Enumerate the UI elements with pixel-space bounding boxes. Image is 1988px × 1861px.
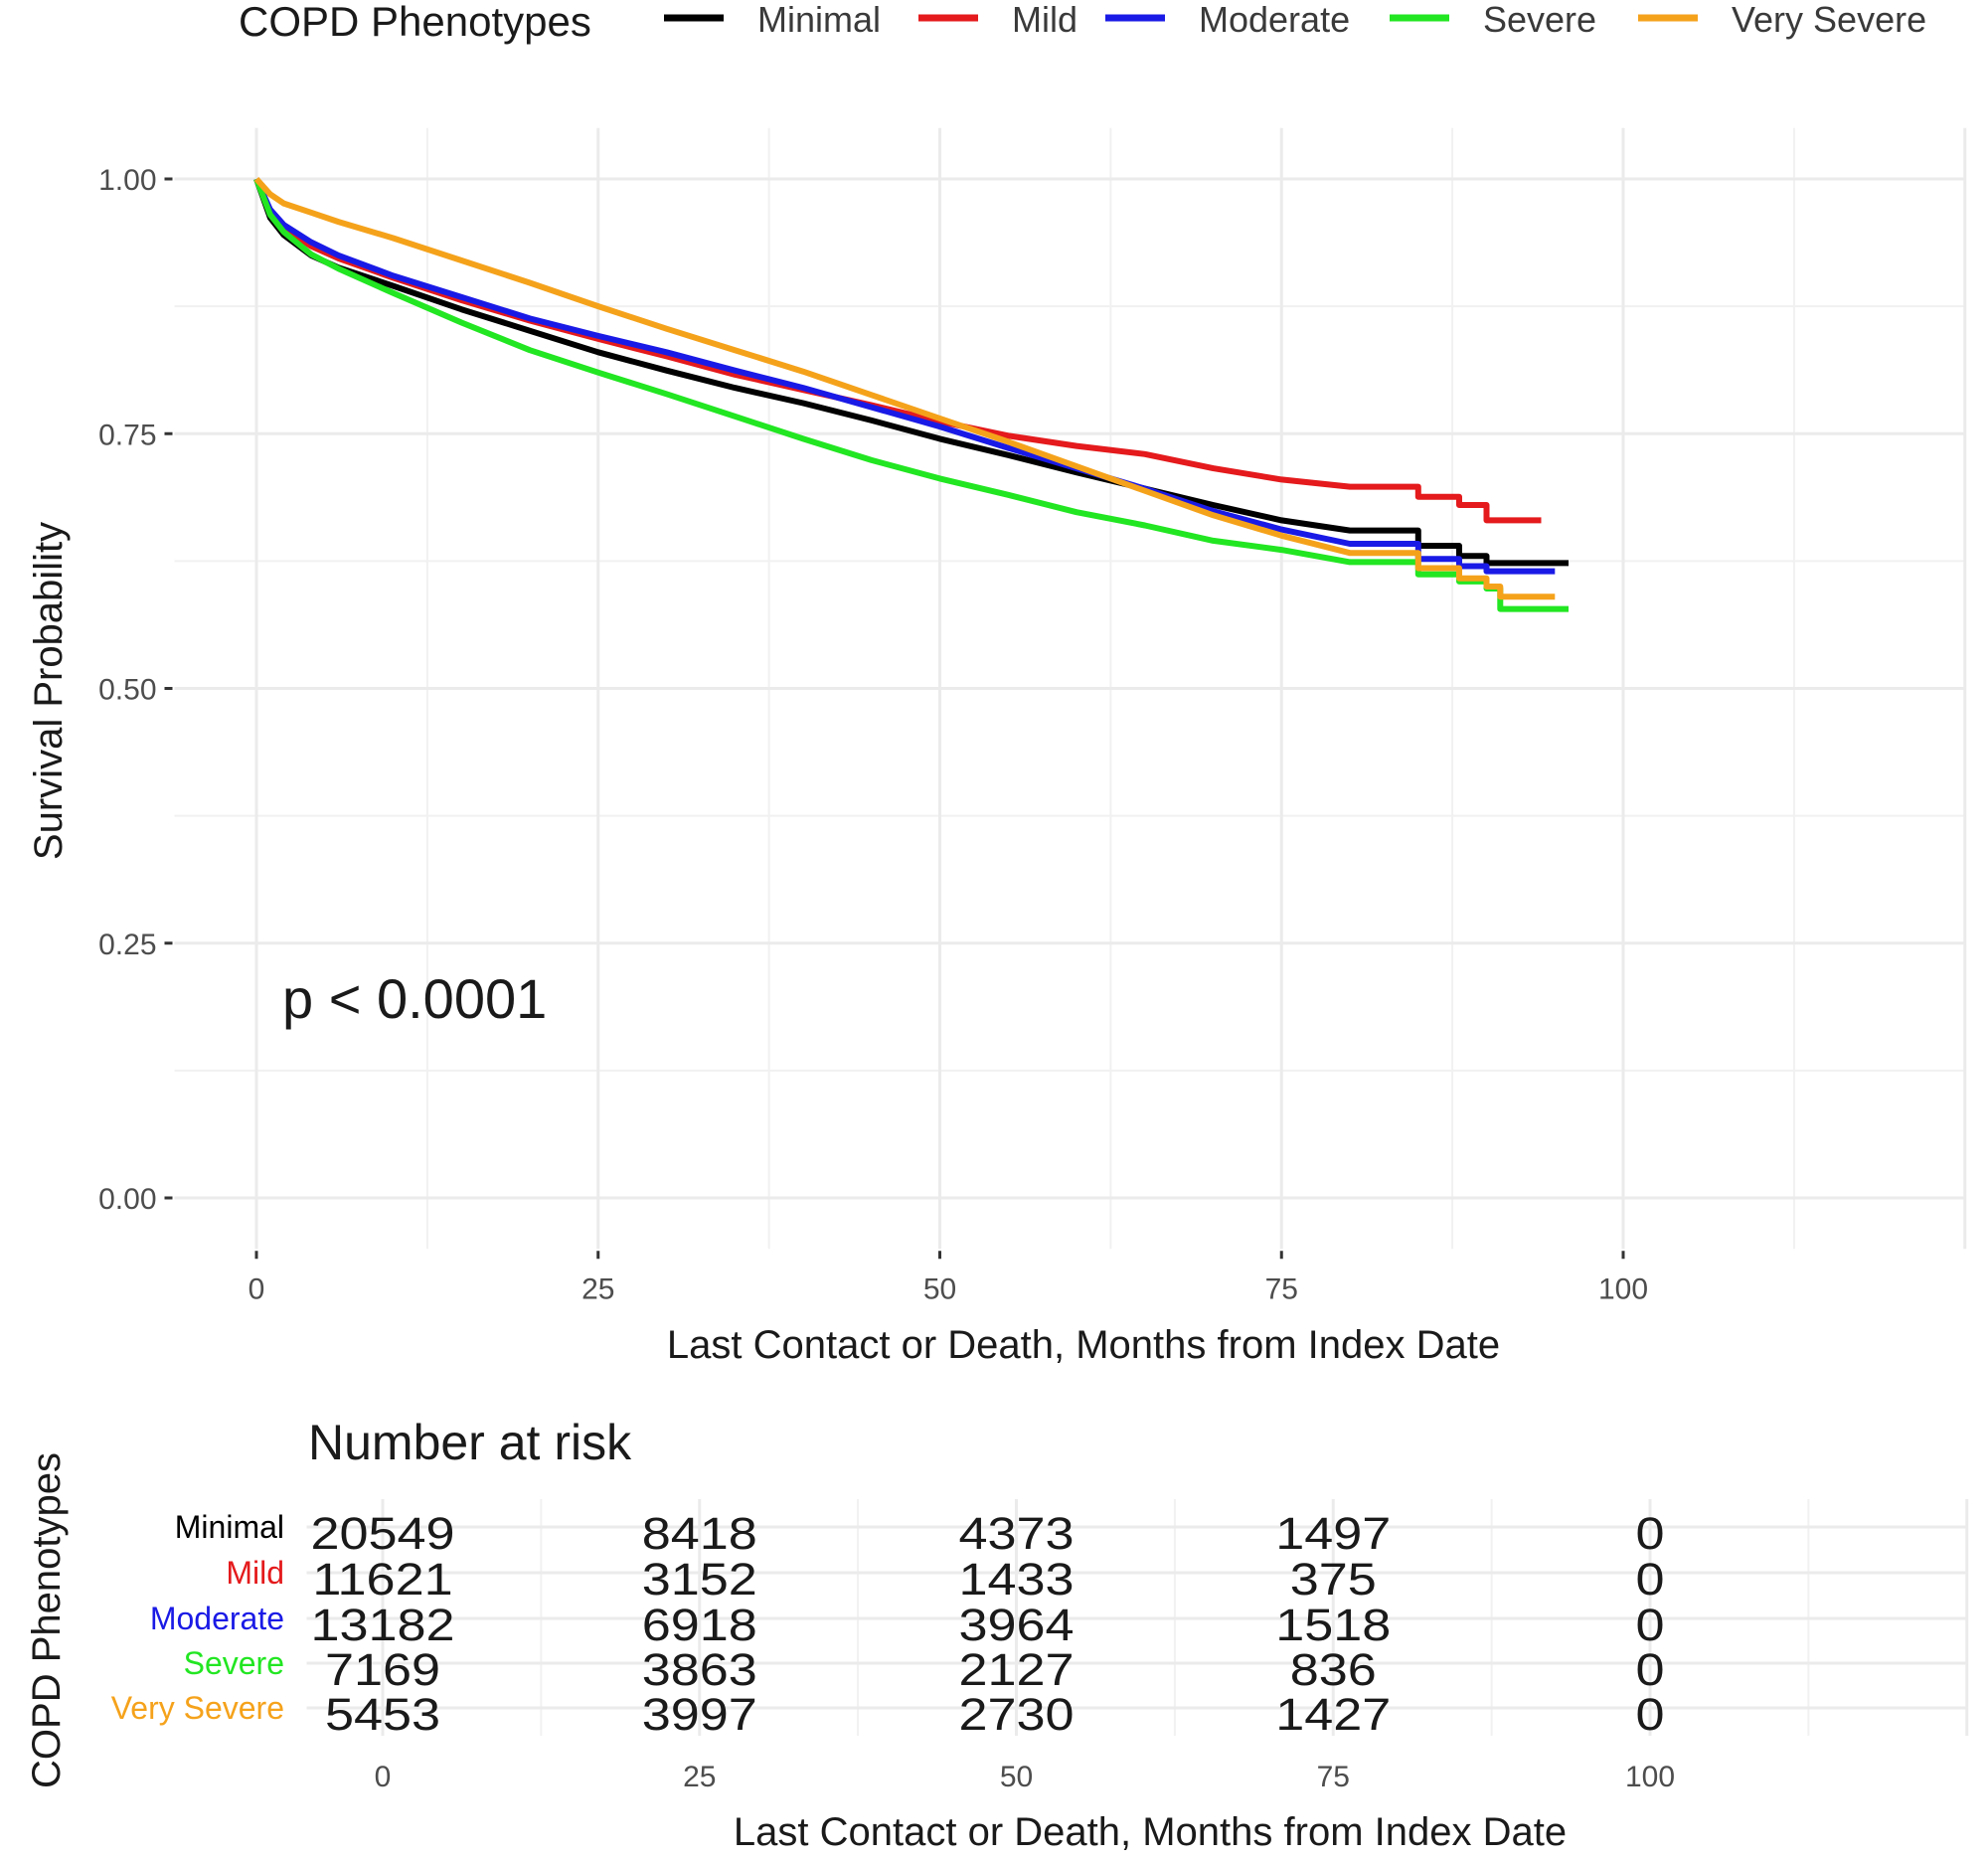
risk-cell: 5453: [325, 1690, 440, 1740]
risk-table-x-axis: 0 25 50 75 100: [375, 1761, 1675, 1793]
y-tick-label: 0.75: [98, 419, 156, 451]
risk-cell: 1497: [1275, 1509, 1391, 1559]
risk-cell: 4373: [958, 1509, 1074, 1559]
risk-cell: 3964: [958, 1601, 1074, 1650]
legend-item: Severe: [1390, 0, 1596, 40]
risk-cell: 375: [1290, 1555, 1377, 1605]
risk-cell: 0: [1635, 1601, 1664, 1650]
legend: COPD Phenotypes Minimal Mild Moderate Sever…: [239, 0, 1926, 45]
risk-table-title: Number at risk: [308, 1415, 632, 1470]
risk-cell: 3863: [642, 1645, 757, 1695]
risk-x-tick-label: 50: [1000, 1761, 1033, 1793]
risk-table-cells: 20549 8418 4373 1497 0 11621 3152 1433 375 0 13182…: [310, 1509, 1664, 1740]
risk-table-y-axis-title: COPD Phenotypes: [25, 1452, 69, 1788]
risk-cell: 2127: [958, 1645, 1074, 1695]
legend-label: Mild: [1012, 0, 1077, 40]
risk-cell: 0: [1635, 1645, 1664, 1695]
survival-curve-severe: [253, 177, 1569, 612]
survival-curves: [253, 176, 1569, 612]
risk-cell: 11621: [312, 1555, 452, 1605]
y-axis-title: Survival Probability: [27, 522, 71, 860]
legend-label: Moderate: [1199, 0, 1350, 40]
legend-item: Minimal: [664, 0, 881, 40]
risk-cell: 0: [1635, 1509, 1664, 1559]
x-tick-label: 75: [1265, 1272, 1298, 1305]
risk-cell: 3997: [642, 1690, 757, 1740]
risk-cell: 836: [1290, 1645, 1377, 1695]
x-tick-label: 25: [581, 1272, 614, 1305]
y-tick-label: 0.00: [98, 1183, 156, 1216]
risk-row-label: Very Severe: [111, 1690, 284, 1726]
y-axis: 0.00 0.25 0.50 0.75 1.00: [98, 164, 173, 1216]
survival-curve-very-severe: [253, 176, 1556, 600]
x-tick-label: 100: [1598, 1272, 1648, 1305]
x-tick-label: 0: [248, 1272, 265, 1305]
risk-x-tick-label: 25: [683, 1761, 716, 1793]
legend-item: Moderate: [1105, 0, 1350, 40]
x-axis: 0 25 50 75 100: [248, 1251, 1648, 1305]
y-tick-label: 0.50: [98, 674, 156, 707]
legend-item: Very Severe: [1638, 0, 1926, 40]
risk-x-tick-label: 100: [1625, 1761, 1675, 1793]
risk-table: Number at risk Minimal Mild Moderate Severe…: [25, 1415, 1969, 1854]
y-tick-label: 1.00: [98, 164, 156, 197]
risk-x-tick-label: 0: [375, 1761, 392, 1793]
survival-curve-moderate: [253, 177, 1556, 575]
risk-cell: 1427: [1275, 1690, 1391, 1740]
survival-plot: 0.00 0.25 0.50 0.75 1.00 0 25 50 75 100 p < 0.00…: [27, 127, 1967, 1367]
legend-label: Very Severe: [1732, 0, 1926, 40]
risk-row-label: Mild: [226, 1555, 284, 1591]
risk-cell: 13182: [310, 1601, 454, 1650]
legend-item: Mild: [918, 0, 1077, 40]
risk-row-label: Moderate: [150, 1601, 284, 1636]
risk-table-grid: [306, 1499, 1969, 1736]
plot-grid: [174, 127, 1967, 1250]
risk-table-row-labels: Minimal Mild Moderate Severe Very Severe: [111, 1509, 284, 1726]
legend-label: Severe: [1483, 0, 1596, 40]
risk-row-label: Minimal: [175, 1509, 284, 1545]
x-tick-label: 50: [923, 1272, 956, 1305]
risk-cell: 0: [1635, 1690, 1664, 1740]
risk-row-label: Severe: [184, 1645, 284, 1681]
x-axis-title: Last Contact or Death, Months from Index…: [667, 1323, 1500, 1367]
risk-table-x-axis-title: Last Contact or Death, Months from Index…: [734, 1810, 1567, 1854]
risk-cell: 1433: [958, 1555, 1074, 1605]
risk-cell: 8418: [642, 1509, 757, 1559]
risk-cell: 20549: [310, 1509, 454, 1559]
risk-x-tick-label: 75: [1317, 1761, 1350, 1793]
risk-cell: 3152: [642, 1555, 757, 1605]
survival-curve-minimal: [253, 177, 1569, 567]
p-value-annotation: p < 0.0001: [282, 967, 547, 1030]
risk-cell: 1518: [1275, 1601, 1391, 1650]
risk-cell: 0: [1635, 1555, 1664, 1605]
risk-cell: 6918: [642, 1601, 757, 1650]
risk-cell: 7169: [325, 1645, 440, 1695]
y-tick-label: 0.25: [98, 929, 156, 961]
risk-cell: 2730: [958, 1690, 1074, 1740]
legend-label: Minimal: [757, 0, 881, 40]
legend-title: COPD Phenotypes: [239, 0, 591, 45]
